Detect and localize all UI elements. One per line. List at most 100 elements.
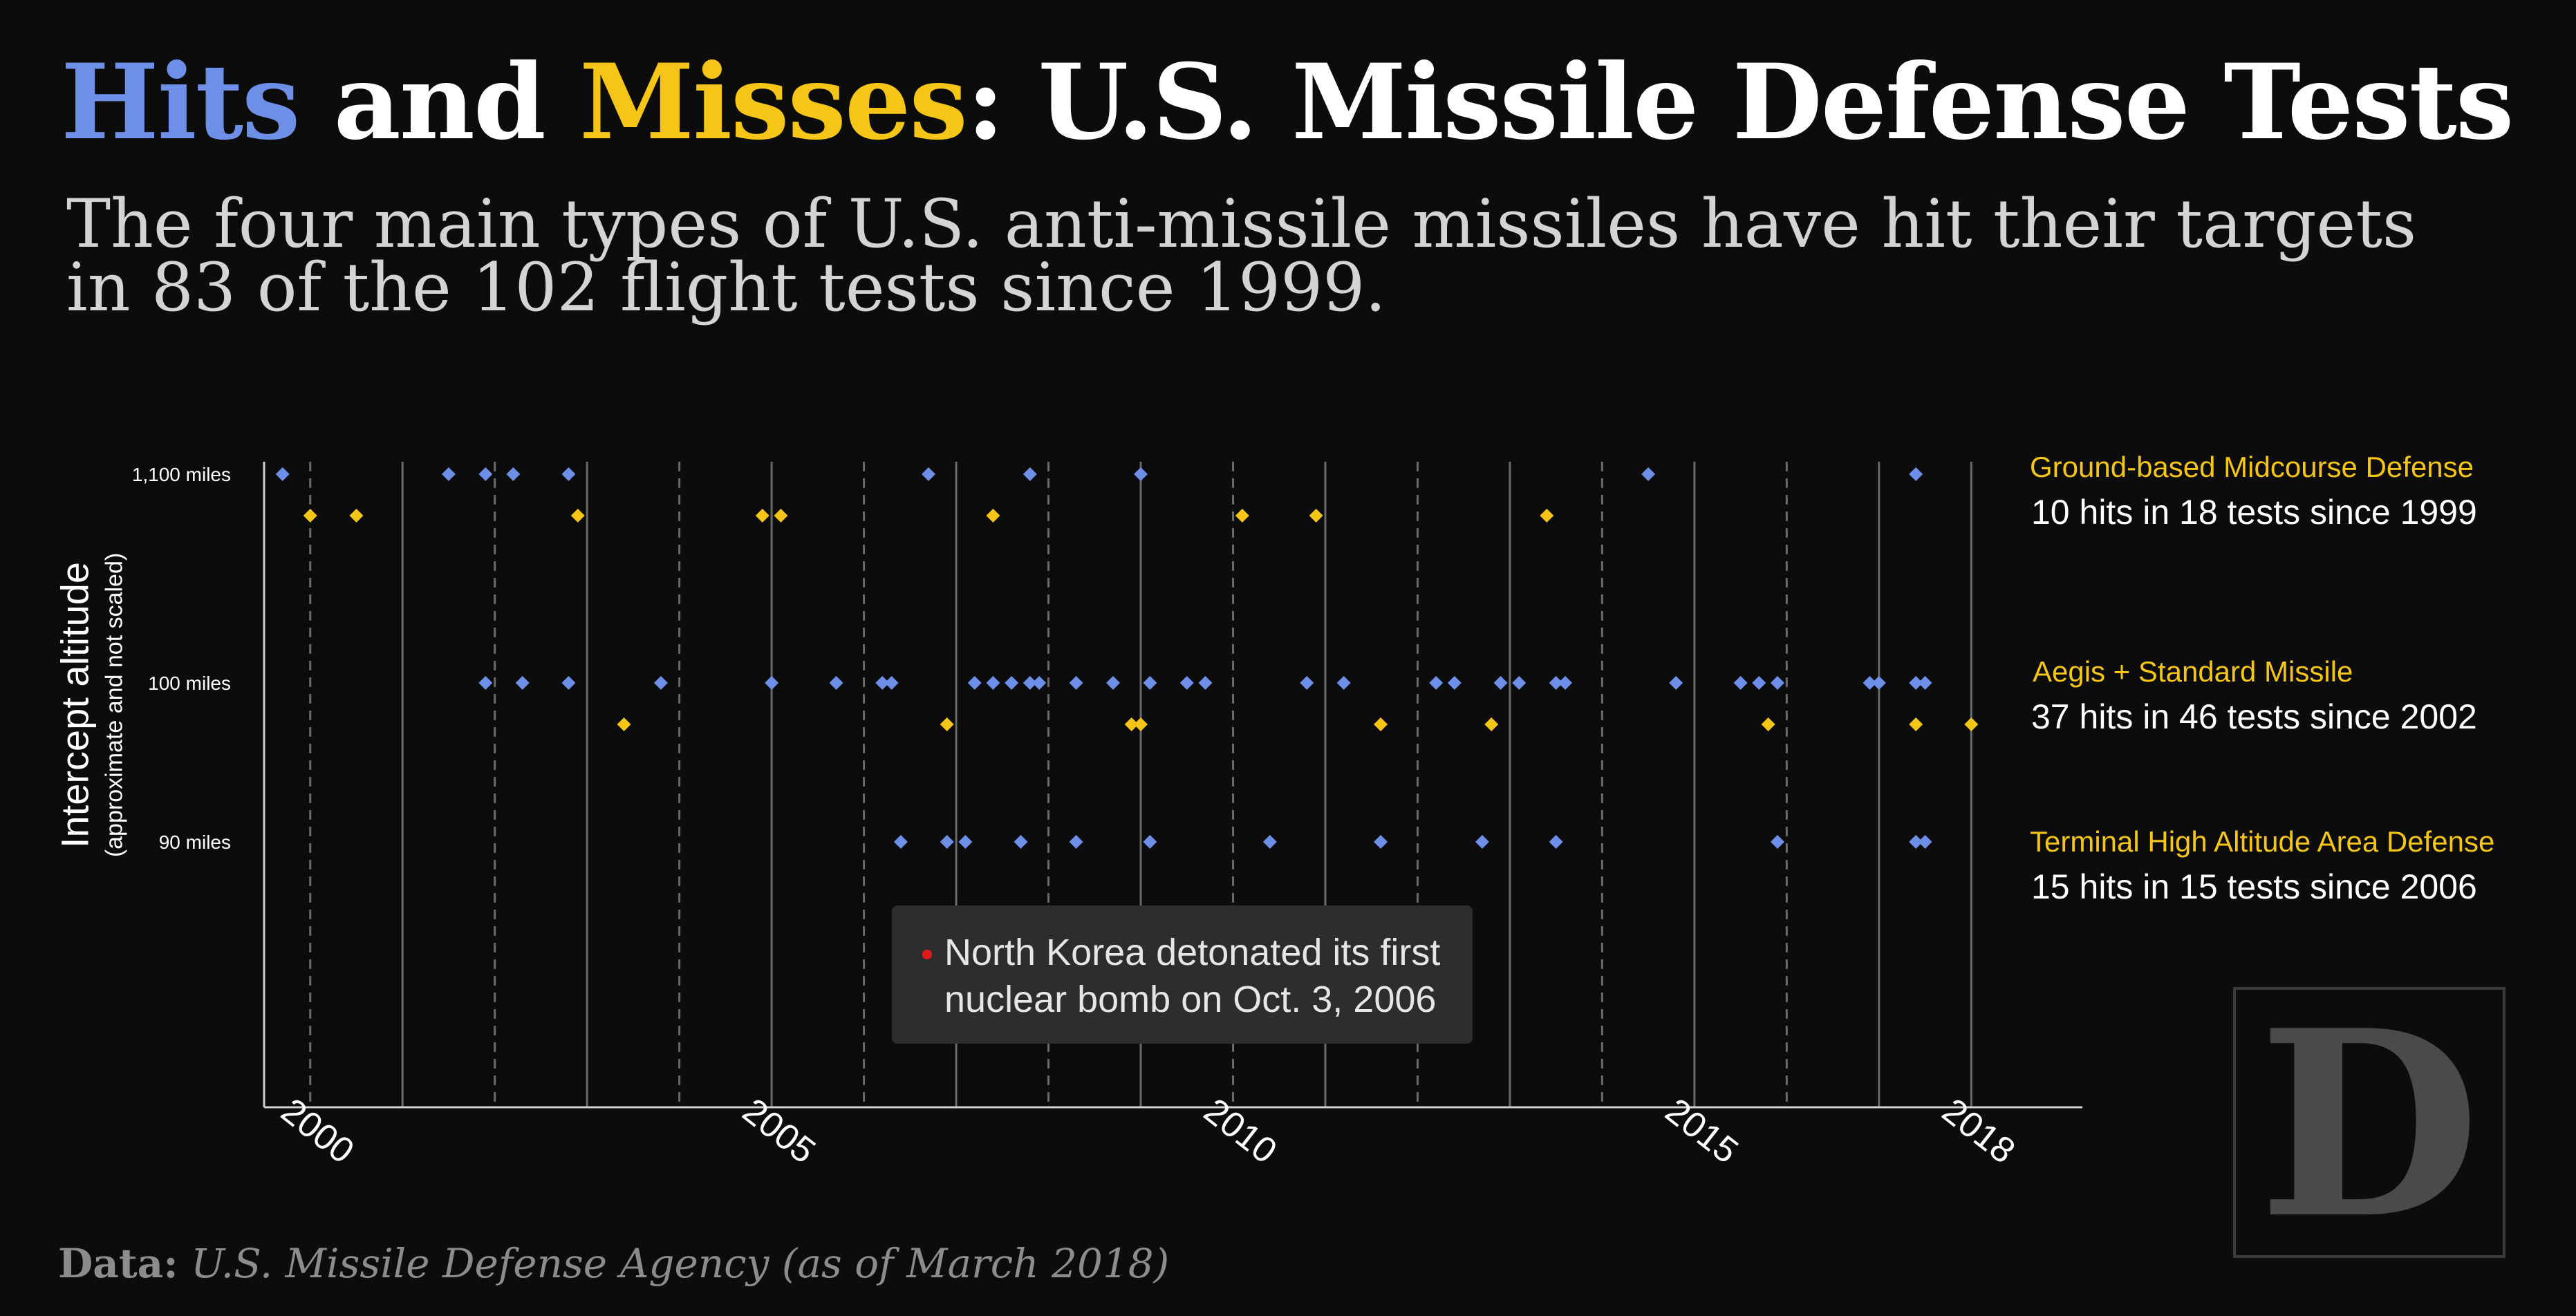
hit-point — [1558, 676, 1573, 690]
hit-point — [958, 835, 973, 849]
title-hits: Hits — [61, 41, 300, 163]
hit-point — [1069, 676, 1083, 690]
miss-point — [1909, 717, 1923, 731]
hit-point — [1143, 676, 1157, 690]
hit-point — [1752, 676, 1766, 690]
miss-point — [1374, 717, 1388, 731]
hit-point — [1872, 676, 1886, 690]
miss-point — [986, 509, 1000, 523]
legend-summary-thaad: 15 hits in 15 tests since 2006 — [2031, 867, 2477, 906]
hit-point — [478, 676, 493, 690]
annotation-marker — [922, 950, 932, 959]
hit-point — [1069, 835, 1083, 849]
hit-point — [1262, 835, 1277, 849]
hit-point — [765, 676, 779, 690]
hit-point — [1909, 676, 1923, 690]
miss-point — [617, 717, 631, 731]
y-axis-note: (approximate and not scaled) — [101, 552, 128, 858]
hit-point — [967, 676, 982, 690]
hit-point — [1909, 467, 1923, 481]
hit-point — [1549, 676, 1563, 690]
hit-point — [506, 467, 521, 481]
hit-point — [1493, 676, 1508, 690]
hit-point — [1771, 676, 1785, 690]
hit-point — [922, 467, 936, 481]
hit-point — [1918, 676, 1932, 690]
hit-point — [1336, 676, 1351, 690]
hit-point — [1014, 835, 1028, 849]
hit-point — [653, 676, 668, 690]
hit-point — [1475, 835, 1489, 849]
x-tick-label: 2000 — [274, 1091, 362, 1172]
hit-point — [1512, 676, 1527, 690]
miss-point — [1124, 717, 1139, 731]
publisher-logo: D — [2233, 987, 2505, 1261]
hit-point — [1641, 467, 1656, 481]
hit-point — [1143, 835, 1157, 849]
annotation-box: North Korea detonated its first nuclear … — [892, 905, 1473, 1044]
hit-point — [1549, 835, 1563, 849]
hit-point — [1447, 676, 1462, 690]
miss-point — [570, 509, 585, 523]
hit-point — [1374, 835, 1388, 849]
legend-title-gmd: Ground-based Midcourse Defense — [2030, 451, 2474, 483]
title-rest: : U.S. Missile Defense Tests — [966, 41, 2514, 163]
source-label: Data: — [58, 1240, 178, 1287]
legend-summary-gmd: 10 hits in 18 tests since 1999 — [2031, 493, 2477, 532]
miss-point — [1309, 509, 1323, 523]
hit-point — [1863, 676, 1877, 690]
source-note: Data: U.S. Missile Defense Agency (as of… — [58, 1240, 1169, 1287]
hit-point — [875, 676, 890, 690]
hit-point — [1005, 676, 1019, 690]
hit-point — [1918, 835, 1932, 849]
hit-point — [893, 835, 908, 849]
hit-point — [1023, 676, 1037, 690]
miss-point — [755, 509, 769, 523]
miss-point — [1540, 509, 1554, 523]
page-title: Hits and Misses: U.S. Missile Defense Te… — [61, 41, 2514, 163]
miss-point — [349, 509, 364, 523]
hit-point — [986, 676, 1000, 690]
annotation-text: North Korea detonated its first nuclear … — [944, 932, 1441, 1020]
miss-point — [940, 717, 954, 731]
hit-point — [561, 467, 576, 481]
hit-point — [561, 676, 576, 690]
y-axis-label: Intercept altitude — [53, 561, 97, 849]
hit-point — [1909, 835, 1923, 849]
hit-point — [1771, 835, 1785, 849]
hit-point — [275, 467, 290, 481]
hit-point — [1023, 467, 1037, 481]
y-tick-label: 90 miles — [159, 831, 231, 853]
miss-point — [303, 509, 317, 523]
miss-point — [774, 509, 788, 523]
hit-point — [1669, 676, 1683, 690]
page-subtitle: The four main types of U.S. anti-missile… — [66, 185, 2417, 326]
legend-title-thaad: Terminal High Altitude Area Defense — [2030, 825, 2495, 858]
x-tick-label: 2015 — [1658, 1091, 1746, 1172]
hit-point — [1032, 676, 1047, 690]
hit-point — [884, 676, 899, 690]
miss-point — [1235, 509, 1249, 523]
hit-point — [1429, 676, 1444, 690]
legend-summary-aegis: 37 hits in 46 tests since 2002 — [2031, 697, 2477, 736]
title-misses: Misses — [579, 41, 968, 163]
hit-point — [829, 676, 843, 690]
hit-point — [1198, 676, 1213, 690]
miss-point — [1964, 717, 1979, 731]
title-and: and — [299, 41, 580, 163]
hit-point — [1179, 676, 1194, 690]
hit-point — [1105, 676, 1120, 690]
hit-point — [1733, 676, 1748, 690]
miss-point — [1134, 717, 1148, 731]
y-tick-label: 100 miles — [148, 673, 231, 694]
x-tick-label: 2010 — [1197, 1091, 1285, 1172]
y-tick-label: 1,100 miles — [132, 464, 231, 485]
legend-title-aegis: Aegis + Standard Missile — [2033, 655, 2353, 688]
hit-point — [515, 676, 530, 690]
miss-point — [1484, 717, 1499, 731]
x-tick-label: 2005 — [735, 1091, 823, 1172]
x-tick-label: 2018 — [1934, 1091, 2022, 1172]
hit-point — [1134, 467, 1148, 481]
source-text: U.S. Missile Defense Agency (as of March… — [191, 1240, 1170, 1287]
